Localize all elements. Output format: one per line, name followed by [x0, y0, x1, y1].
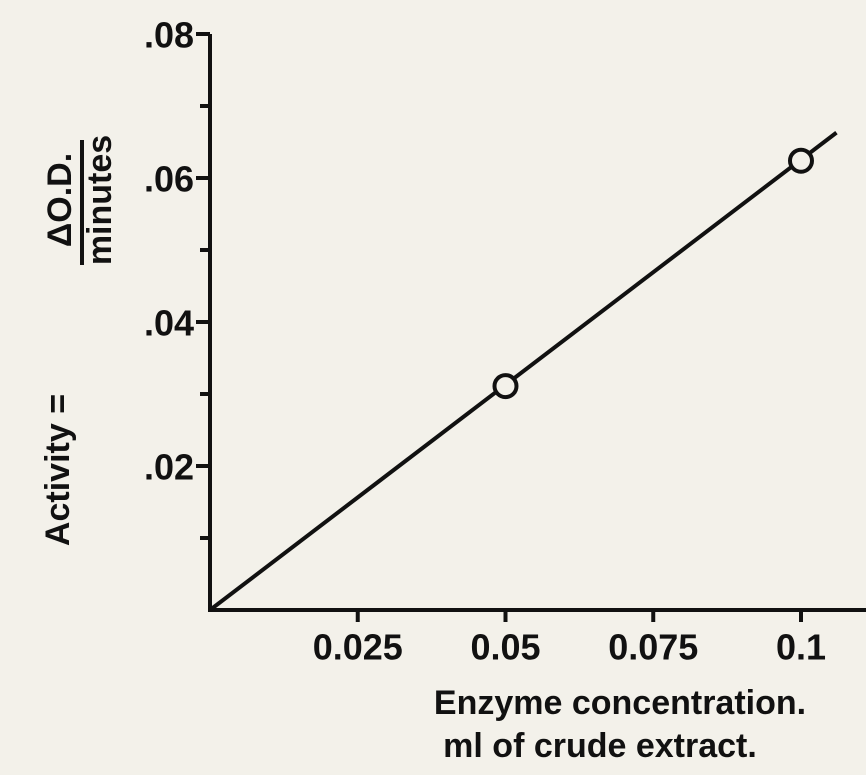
y-tick-label: .06: [144, 159, 194, 200]
x-tick-label: 0.1: [776, 627, 826, 668]
data-point: [787, 147, 814, 174]
x-tick-label: 0.025: [313, 627, 403, 668]
data-point: [492, 373, 519, 400]
x-tick-label: 0.075: [608, 627, 698, 668]
y-tick-label: .08: [144, 15, 194, 56]
x-tick-label: 0.05: [470, 627, 540, 668]
x-axis-label: Enzyme concentration.: [434, 684, 806, 722]
x-axis-label: ml of crude extract.: [443, 727, 757, 765]
y-axis-label-denominator: minutes: [81, 135, 119, 265]
y-axis-label: Activity =: [39, 394, 77, 546]
y-tick-label: .02: [144, 447, 194, 488]
fit-line: [208, 131, 838, 612]
y-tick-label: .04: [144, 303, 194, 344]
y-axis-label-numerator: ΔO.D.: [41, 153, 79, 247]
